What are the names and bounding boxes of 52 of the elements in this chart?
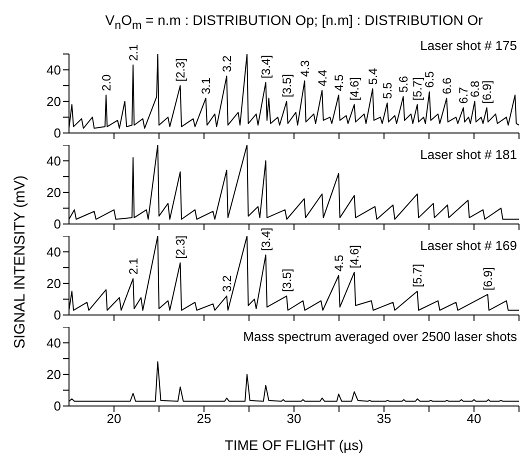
annotation: 2.0 <box>99 74 114 92</box>
annotation: Mass spectrum averaged over 2500 laser shots <box>243 329 518 344</box>
annotation: 5.5 <box>380 82 394 99</box>
y-tick-label: 40 <box>46 62 61 78</box>
y-tick-label: 40 <box>46 153 61 168</box>
annotation: 4.5 <box>332 254 346 272</box>
annotation: [3.5] <box>280 74 294 98</box>
y-axis-title: SIGNAL INTENSITY (mV) <box>12 175 28 349</box>
x-tick-label: 40 <box>466 411 482 426</box>
annotation: 3.2 <box>220 275 234 292</box>
y-tick-label: 40 <box>46 244 61 260</box>
y-tick-label: 20 <box>46 367 61 382</box>
x-tick-label: 25 <box>196 411 212 426</box>
annotation: [5.7] <box>410 77 424 101</box>
x-axis-title: TIME OF FLIGHT (µs) <box>224 437 364 453</box>
annotation: 2.1 <box>126 44 140 62</box>
annotation: [5.7] <box>410 264 424 288</box>
annotation: [3.5] <box>280 268 294 292</box>
y-tick-label: 0 <box>54 126 61 141</box>
x-tick-label: 20 <box>106 411 122 426</box>
annotation: 6.5 <box>422 70 437 88</box>
y-tick-label: 20 <box>46 94 61 110</box>
annotation: 3.2 <box>220 55 234 72</box>
x-tick-label: 35 <box>376 411 392 426</box>
y-tick-label: 20 <box>46 276 61 292</box>
annotation: [4.6] <box>348 77 362 101</box>
chart-title: V$_{n}$O$_{m}$ = n.m : DISTRIBUTION Op; [n.m] : DISTRIBUTION Or <box>104 12 484 32</box>
annotation: 5.4 <box>366 68 380 85</box>
annotation: 4.3 <box>298 60 312 77</box>
annotation: Laser shot # 169 <box>420 238 517 253</box>
annotation: 3.1 <box>199 77 213 94</box>
annotation: [4.6] <box>348 244 362 268</box>
x-tick-label: 30 <box>286 411 302 426</box>
text: Laser shot # 175 <box>420 38 517 53</box>
annotation: [3.4] <box>258 55 273 78</box>
annotation: [6.9] <box>480 80 494 104</box>
annotation: [6.9] <box>480 267 495 290</box>
annotation: 6.6 <box>440 77 454 94</box>
annotation: 2.1 <box>126 258 140 275</box>
annotation: [3.4] <box>258 228 273 251</box>
y-tick-label: 0 <box>54 308 61 323</box>
annotation: 4.5 <box>332 74 346 92</box>
y-tick-label: 20 <box>46 185 61 200</box>
annotation: [2.3] <box>173 236 188 259</box>
annotation: 5.6 <box>396 76 410 93</box>
y-tick-label: 0 <box>54 398 61 414</box>
y-tick-label: 0 <box>54 216 61 232</box>
annotation: 4.4 <box>315 69 330 86</box>
y-tick-label: 40 <box>46 335 61 350</box>
line-series <box>69 145 519 220</box>
annotation: Laser shot # 181 <box>420 147 517 162</box>
annotation: [2.3] <box>173 58 188 82</box>
